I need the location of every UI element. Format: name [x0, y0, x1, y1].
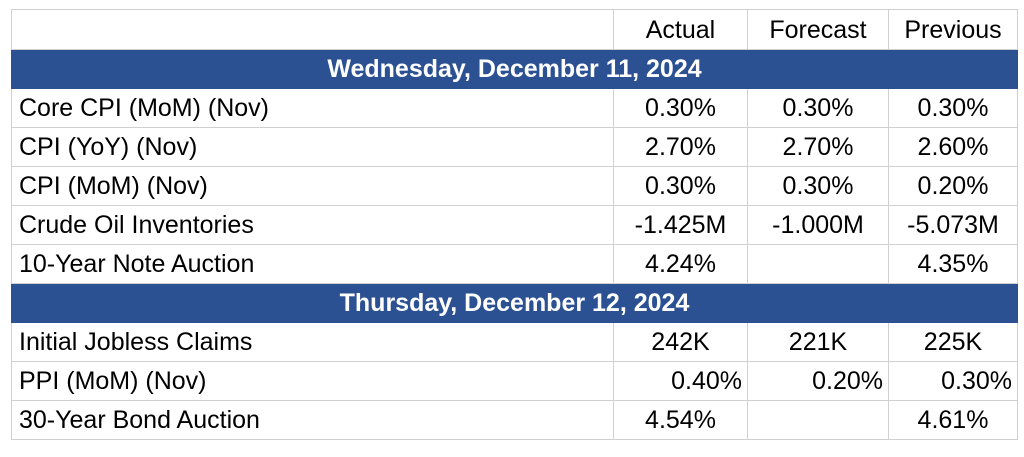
previous-value: 0.30%	[889, 362, 1018, 401]
forecast-value: 0.30%	[748, 89, 889, 128]
forecast-value: 2.70%	[748, 128, 889, 167]
economic-calendar-table: Actual Forecast Previous Wednesday, Dece…	[11, 9, 1018, 440]
actual-value: 0.30%	[614, 167, 748, 206]
event-name: CPI (YoY) (Nov)	[12, 128, 614, 167]
header-event-cell	[12, 10, 614, 50]
actual-value: 4.54%	[614, 401, 748, 440]
header-forecast: Forecast	[748, 10, 889, 50]
table-row: Core CPI (MoM) (Nov) 0.30% 0.30% 0.30%	[12, 89, 1018, 128]
event-name: Core CPI (MoM) (Nov)	[12, 89, 614, 128]
event-name: CPI (MoM) (Nov)	[12, 167, 614, 206]
header-row: Actual Forecast Previous	[12, 10, 1018, 50]
header-actual: Actual	[614, 10, 748, 50]
event-name: 30-Year Bond Auction	[12, 401, 614, 440]
forecast-value: 221K	[748, 323, 889, 362]
actual-value: 2.70%	[614, 128, 748, 167]
forecast-value: 0.30%	[748, 167, 889, 206]
event-name: PPI (MoM) (Nov)	[12, 362, 614, 401]
forecast-value: 0.20%	[748, 362, 889, 401]
table-row: 10-Year Note Auction 4.24% 4.35%	[12, 245, 1018, 284]
previous-value: 4.61%	[889, 401, 1018, 440]
forecast-value: -1.000M	[748, 206, 889, 245]
previous-value: 225K	[889, 323, 1018, 362]
actual-value: 4.24%	[614, 245, 748, 284]
actual-value: 242K	[614, 323, 748, 362]
table-row: 30-Year Bond Auction 4.54% 4.61%	[12, 401, 1018, 440]
date-band-row: Thursday, December 12, 2024	[12, 284, 1018, 323]
previous-value: 2.60%	[889, 128, 1018, 167]
actual-value: 0.40%	[614, 362, 748, 401]
table-row: PPI (MoM) (Nov) 0.40% 0.20% 0.30%	[12, 362, 1018, 401]
forecast-value	[748, 401, 889, 440]
date-band: Thursday, December 12, 2024	[12, 284, 1018, 323]
table-row: Crude Oil Inventories -1.425M -1.000M -5…	[12, 206, 1018, 245]
previous-value: 0.20%	[889, 167, 1018, 206]
table-row: Initial Jobless Claims 242K 221K 225K	[12, 323, 1018, 362]
forecast-value	[748, 245, 889, 284]
actual-value: -1.425M	[614, 206, 748, 245]
previous-value: 0.30%	[889, 89, 1018, 128]
event-name: Crude Oil Inventories	[12, 206, 614, 245]
event-name: Initial Jobless Claims	[12, 323, 614, 362]
event-name: 10-Year Note Auction	[12, 245, 614, 284]
table-row: CPI (YoY) (Nov) 2.70% 2.70% 2.60%	[12, 128, 1018, 167]
previous-value: 4.35%	[889, 245, 1018, 284]
previous-value: -5.073M	[889, 206, 1018, 245]
header-previous: Previous	[889, 10, 1018, 50]
table-row: CPI (MoM) (Nov) 0.30% 0.30% 0.20%	[12, 167, 1018, 206]
actual-value: 0.30%	[614, 89, 748, 128]
date-band-row: Wednesday, December 11, 2024	[12, 50, 1018, 89]
date-band: Wednesday, December 11, 2024	[12, 50, 1018, 89]
